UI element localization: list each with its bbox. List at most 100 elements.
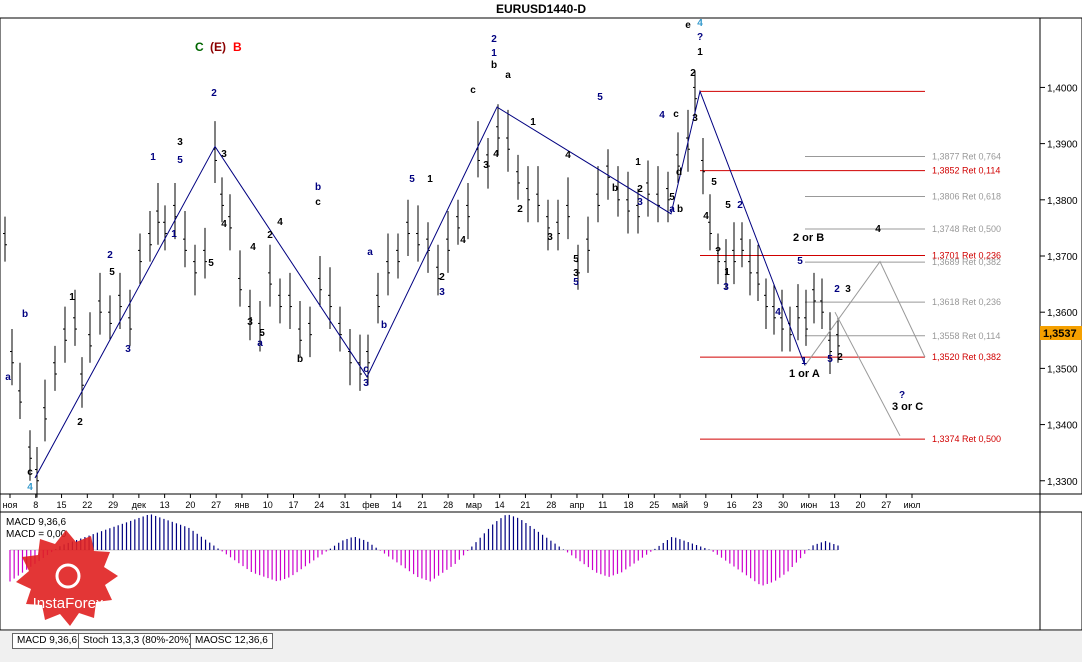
x-tick-label: фев [362,500,379,510]
wave-count-label: 4 [460,235,466,246]
tab-macd[interactable]: MACD 9,36,6 [12,633,83,649]
wave-count-label: 4 [703,211,709,222]
wave-count-label: 2 [77,417,83,428]
wave-count-label: 5 [409,174,415,185]
indicator-axis [1039,511,1082,630]
wave-lines [34,89,926,479]
wave-count-label: 2 [491,34,497,45]
wave-count-label: 1 [150,152,156,163]
wave-count-label: 5 [573,277,579,288]
wave-count-label: c [673,109,679,120]
x-tick-label: 11 [598,500,607,510]
wave-count-label: 1 [69,292,75,303]
indicator-value: MACD = 0,00 [6,529,67,540]
wave-label-2-or-b: 2 or B [793,232,824,244]
wave-count-label: 5 [573,254,579,265]
fib-level-label: 1,3748 Ret 0,500 [932,224,1001,234]
x-tick-label: 24 [314,500,324,510]
wave-count-label: 4 [221,219,227,230]
wave-count-label: 3 [845,284,851,295]
wave-count-label: 3 [363,378,369,389]
wave-count-label: 1 [491,48,497,59]
x-tick-label: 10 [263,500,273,510]
y-tick-label: 1,3500 [1047,364,1078,375]
tab-maosc[interactable]: MAOSC 12,36,6 [190,633,273,649]
x-tick-label: 8 [33,500,38,510]
x-tick-label: дек [132,500,146,510]
x-tick-label: 9 [703,500,708,510]
wave-count-label: 1 [635,157,641,168]
fib-level-label: 1,3689 Ret 0,382 [932,257,1001,267]
y-tick-label: 1,3300 [1047,477,1078,488]
wave-count-label: 4 [565,150,571,161]
tab-stoch[interactable]: Stoch 13,3,3 (80%-20%) [78,633,197,649]
x-tick-label: 14 [392,500,402,510]
wave-label-c: C [195,40,204,54]
wave-count-label: 4 [775,307,781,318]
y-tick-label: 1,4000 [1047,83,1078,94]
current-price-marker [1040,326,1082,340]
wave-count-label: 1 [697,47,703,58]
wave-count-label: 5 [259,328,265,339]
wave-count-label: b [315,182,321,193]
x-tick-label: 21 [417,500,427,510]
wave-count-label: 2 [837,352,843,363]
x-tick-label: 16 [727,500,737,510]
wave-line-projection-c [834,311,901,437]
x-tick-label: 25 [649,500,659,510]
x-tick-label: июл [904,500,921,510]
wave-count-label: b [297,354,303,365]
wave-count-label: d [676,167,682,178]
x-tick-label: 31 [340,500,350,510]
x-tick-label: 27 [881,500,891,510]
fib-level-label: 1,3374 Ret 0,500 [932,434,1001,444]
logo-text: InstaForex [33,595,104,612]
fib-level-label: 1,3852 Ret 0,114 [932,166,1000,176]
x-tick-label: май [672,500,688,510]
instaforex-logo: InstaForex [16,530,118,626]
wave-count-label: 2 [439,272,445,283]
wave-count-label: b [677,204,683,215]
wave-count-label: c [470,85,476,96]
wave-line-projection [804,260,926,366]
wave-count-label: a [367,247,373,258]
wave-count-label: c [27,467,33,478]
current-price-label: 1,3537 [1043,328,1077,340]
wave-count-label: c [315,197,321,208]
wave-count-label: 2 [517,204,523,215]
x-tick-label: 30 [778,500,788,510]
wave-count-label: 3 [125,344,131,355]
y-tick-label: 1,3700 [1047,252,1078,263]
wave-count-label: e [685,20,691,31]
wave-line-main [34,89,806,479]
wave-count-label: 5 [109,267,115,278]
x-tick-label: 27 [211,500,221,510]
wave-count-label: b [491,60,497,71]
logo-icon [55,563,81,589]
wave-count-label: 4 [875,224,881,235]
wave-count-label: 4 [697,18,703,29]
price-chart[interactable]: 1,3877 Ret 0,764 1,3852 Ret 0,114 1,3806 R… [0,0,1082,630]
x-tick-label: 22 [82,500,92,510]
wave-label-3-or-c: 3 or C [892,401,923,413]
wave-count-label: 3 [483,160,489,171]
wave-count-label: 4 [493,149,499,160]
wave-count-label: 3 [221,149,227,160]
y-tick-label: 1,3900 [1047,140,1078,151]
wave-count-label: 2 [107,250,113,261]
time-ticks: ноя 8 15 22 29 дек 13 20 27 янв 10 17 24 31 фев 14 21 28 м… [3,494,921,510]
wave-count-label: 1 [427,174,433,185]
wave-count-label: 5 [597,92,603,103]
wave-count-label: b [22,309,28,320]
wave-count-label: a [5,372,11,383]
x-tick-label: янв [235,500,250,510]
x-tick-label: июн [801,500,818,510]
indicator-tab-bar: MACD 9,36,6 Stoch 13,3,3 (80%-20%) MAOSC… [0,630,1082,662]
wave-count-label: c [363,364,369,375]
x-tick-label: мар [466,500,482,510]
x-tick-label: 21 [520,500,530,510]
wave-count-label: 2 [834,284,840,295]
wave-count-label: 3 [637,197,643,208]
wave-count-label: a [669,204,675,215]
